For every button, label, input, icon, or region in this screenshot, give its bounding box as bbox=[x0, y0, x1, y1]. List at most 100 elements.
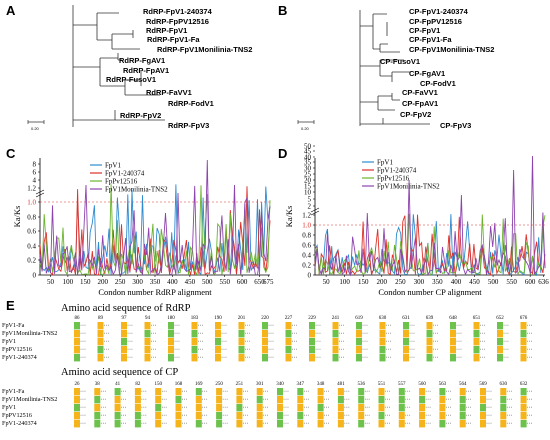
alignment-position: 563 bbox=[439, 382, 447, 387]
alignment-cell bbox=[215, 338, 221, 346]
alignment-gap: ··· bbox=[506, 397, 512, 403]
alignment-position: 150 bbox=[154, 382, 162, 387]
alignment-gap: ··· bbox=[386, 323, 392, 329]
tree-a-leaf: RdRP-FaVV1 bbox=[146, 88, 192, 97]
alignment-cell bbox=[114, 404, 121, 412]
alignment-row-label: FpV1-240374 bbox=[2, 354, 37, 361]
kaks-chart-rdrp: 50 100 150 200 250 300 350 400 450 500 550 600 65067… bbox=[12, 158, 274, 297]
alignment-gap: ··· bbox=[80, 323, 86, 329]
tree-a-scale: 0.20 bbox=[27, 120, 45, 131]
alignment-cell bbox=[134, 412, 141, 420]
alignment-gap: ··· bbox=[433, 355, 439, 361]
kaks-chart-cp: 50 100 150 200 250 300 350 400 450 500 550 600 63600… bbox=[284, 142, 549, 297]
alignment-gap: ··· bbox=[409, 331, 415, 337]
alignment-gap: ··· bbox=[486, 405, 492, 411]
alignment-gap: ··· bbox=[527, 355, 533, 361]
alignment-gap: ··· bbox=[141, 405, 147, 411]
tree-b-leaf: CP-FgAV1 bbox=[409, 69, 445, 78]
alignment-row-label: FpV1-240374 bbox=[2, 420, 37, 427]
alignment-cell bbox=[94, 412, 101, 420]
alignment-gap: ··· bbox=[362, 355, 368, 361]
alignment-gap: ··· bbox=[527, 389, 533, 395]
alignment-cell bbox=[144, 354, 151, 362]
alignment-gap: ··· bbox=[506, 405, 512, 411]
cp-alignment-title: Amino acid sequence of CP bbox=[61, 367, 178, 378]
alignment-cell bbox=[191, 346, 198, 354]
alignment-gap: ··· bbox=[409, 355, 415, 361]
alignment-cell bbox=[520, 346, 527, 354]
panel-label-a: A bbox=[6, 3, 16, 18]
tree-b-leaf: CP-FpV1Monilinia-TNS2 bbox=[409, 45, 494, 54]
alignment-cell bbox=[497, 346, 503, 354]
alignment-cell bbox=[74, 388, 80, 396]
series-line-fpv1monilinia-tns2 bbox=[39, 159, 271, 276]
alignment-gap: ··· bbox=[344, 421, 350, 427]
y-tick-label: 0 bbox=[308, 271, 312, 279]
alignment-gap: ··· bbox=[344, 389, 350, 395]
alignment-cell bbox=[97, 354, 104, 362]
alignment-cell bbox=[175, 420, 182, 428]
x-tick-label: 675 bbox=[263, 278, 274, 286]
alignment-cell bbox=[277, 396, 283, 404]
x-tick-label: 200 bbox=[97, 278, 108, 286]
alignment-gap: ··· bbox=[80, 389, 86, 395]
alignment-gap: ··· bbox=[466, 405, 472, 411]
alignment-cell bbox=[497, 322, 503, 330]
y-tick-label: 10 bbox=[304, 188, 312, 196]
alignment-cell bbox=[262, 346, 268, 354]
alignment-cell bbox=[497, 354, 503, 362]
alignment-gap: ··· bbox=[292, 331, 298, 337]
alignment-cell bbox=[473, 322, 480, 330]
alignment-cell bbox=[238, 330, 245, 338]
alignment-cell bbox=[358, 420, 365, 428]
alignment-gap: ··· bbox=[161, 397, 167, 403]
alignment-cell bbox=[520, 396, 527, 404]
y-tick-label: 0.4 bbox=[27, 242, 36, 250]
alignment-gap: ··· bbox=[503, 331, 509, 337]
alignment-cell bbox=[356, 354, 362, 362]
alignment-gap: ··· bbox=[503, 339, 509, 345]
alignment-cell bbox=[500, 420, 507, 428]
alignment-cell bbox=[94, 420, 101, 428]
x-axis-title: Condon number CP alignment bbox=[378, 287, 482, 297]
tree-a-leaves: RdRP-FpV1-240374 RdRP-FpPV12516 RdRP-FpV… bbox=[106, 7, 252, 130]
alignment-gap: ··· bbox=[445, 397, 451, 403]
alignment-cell bbox=[195, 396, 202, 404]
alignment-cell bbox=[114, 420, 121, 428]
tree-b-leaf: CP-FpV1-Fa bbox=[409, 35, 452, 44]
alignment-gap: ··· bbox=[263, 405, 269, 411]
alignment-gap: ··· bbox=[283, 389, 289, 395]
alignment-gap: ··· bbox=[221, 355, 227, 361]
alignment-gap: ··· bbox=[527, 397, 533, 403]
alignment-gap: ··· bbox=[324, 389, 330, 395]
alignment-cell bbox=[134, 388, 141, 396]
alignment-position: 220 bbox=[261, 316, 269, 321]
alignment-cell bbox=[419, 396, 426, 404]
tree-b-leaf: CP-FpV2 bbox=[400, 110, 431, 119]
alignment-cell bbox=[215, 322, 221, 330]
alignment-gap: ··· bbox=[121, 421, 127, 427]
alignment-cell bbox=[285, 322, 292, 330]
legend-label: FpV1-240374 bbox=[105, 170, 145, 178]
alignment-gap: ··· bbox=[433, 331, 439, 337]
alignment-gap: ··· bbox=[104, 339, 110, 345]
alignment-cell bbox=[398, 412, 405, 420]
alignment-gap: ··· bbox=[506, 421, 512, 427]
alignment-cell bbox=[450, 338, 456, 346]
alignment-gap: ··· bbox=[245, 339, 251, 345]
alignment-gap: ··· bbox=[480, 339, 486, 345]
alignment-position: 347 bbox=[297, 382, 305, 387]
alignment-gap: ··· bbox=[221, 331, 227, 337]
alignment-cell bbox=[256, 412, 263, 420]
alignment-cell bbox=[378, 388, 385, 396]
y-axis-title: Ka/Ks bbox=[284, 206, 294, 228]
alignment-position: 340 bbox=[276, 382, 284, 387]
alignment-gap: ··· bbox=[221, 339, 227, 345]
alignment-cell bbox=[356, 330, 362, 338]
alignment-gap: ··· bbox=[445, 389, 451, 395]
legend-label: FpV1 bbox=[105, 162, 121, 170]
alignment-cell bbox=[332, 338, 339, 346]
y-tick-label: 1.0 bbox=[27, 198, 36, 206]
alignment-gap: ··· bbox=[409, 323, 415, 329]
y-tick-label: 0 bbox=[33, 271, 37, 279]
